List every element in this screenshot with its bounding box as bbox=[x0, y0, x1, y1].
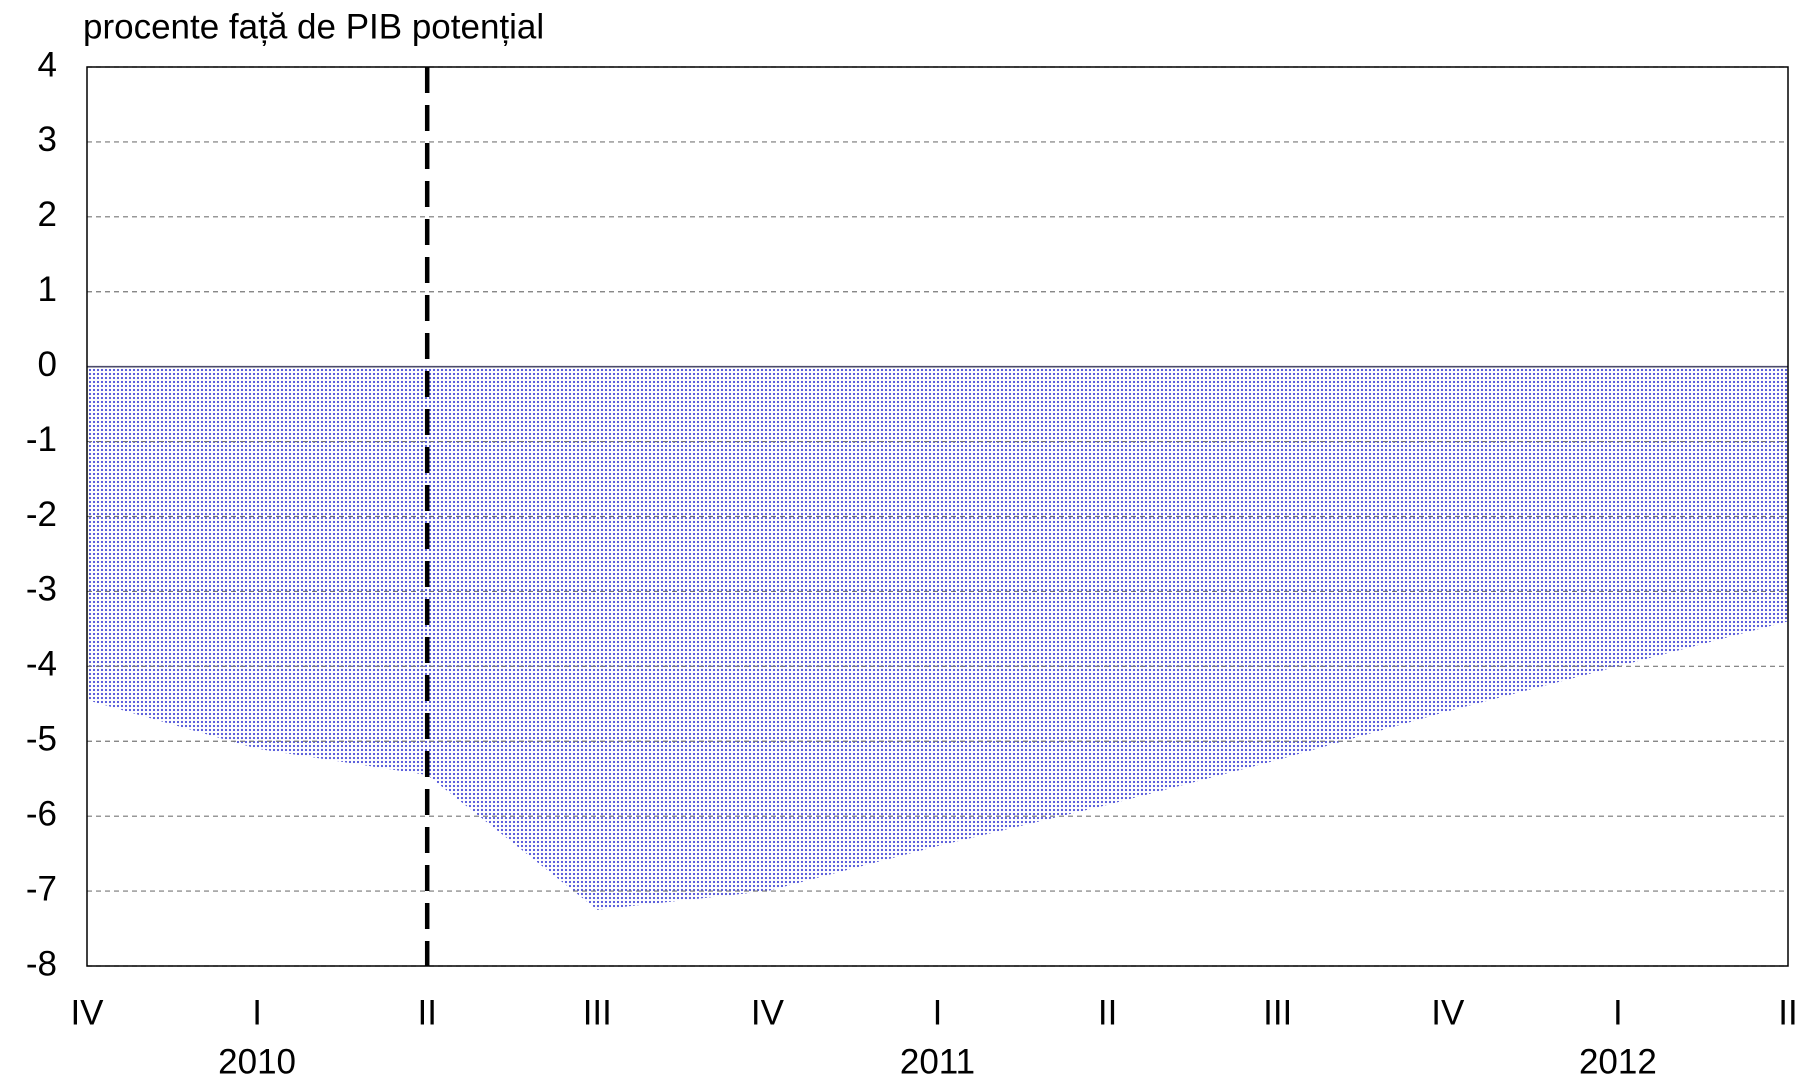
x-tick-label: I bbox=[933, 993, 943, 1032]
x-tick-label: III bbox=[1263, 993, 1292, 1032]
year-label: 2010 bbox=[218, 1042, 296, 1081]
y-tick-label: -4 bbox=[26, 645, 57, 684]
year-label: 2012 bbox=[1579, 1042, 1657, 1081]
y-tick-label: -8 bbox=[26, 944, 57, 983]
year-label: 2011 bbox=[900, 1042, 975, 1081]
y-tick-label: 1 bbox=[38, 270, 57, 309]
x-tick-label: IV bbox=[751, 993, 785, 1032]
x-tick-label: II bbox=[1778, 993, 1797, 1032]
x-tick-label: IV bbox=[70, 993, 104, 1032]
x-tick-label: I bbox=[1613, 993, 1623, 1032]
y-tick-label: -7 bbox=[26, 869, 57, 908]
y-tick-label: -6 bbox=[26, 794, 57, 833]
y-tick-label: -5 bbox=[26, 720, 57, 759]
y-tick-label: 4 bbox=[38, 45, 57, 84]
y-tick-label: 2 bbox=[38, 195, 57, 234]
area bbox=[87, 366, 1788, 910]
x-tick-label: II bbox=[417, 993, 436, 1032]
y-tick-label: -2 bbox=[26, 495, 57, 534]
y-tick-label: -3 bbox=[26, 570, 57, 609]
y-tick-label: 3 bbox=[38, 120, 57, 159]
y-tick-label: -1 bbox=[26, 420, 57, 459]
chart-title: procente față de PIB potențial bbox=[83, 7, 544, 46]
x-tick-label: III bbox=[583, 993, 612, 1032]
x-tick-label: I bbox=[252, 993, 262, 1032]
y-tick-label: 0 bbox=[38, 345, 57, 384]
plot-border bbox=[86, 66, 1789, 967]
x-tick-label: II bbox=[1098, 993, 1117, 1032]
x-tick-label: IV bbox=[1431, 993, 1465, 1032]
